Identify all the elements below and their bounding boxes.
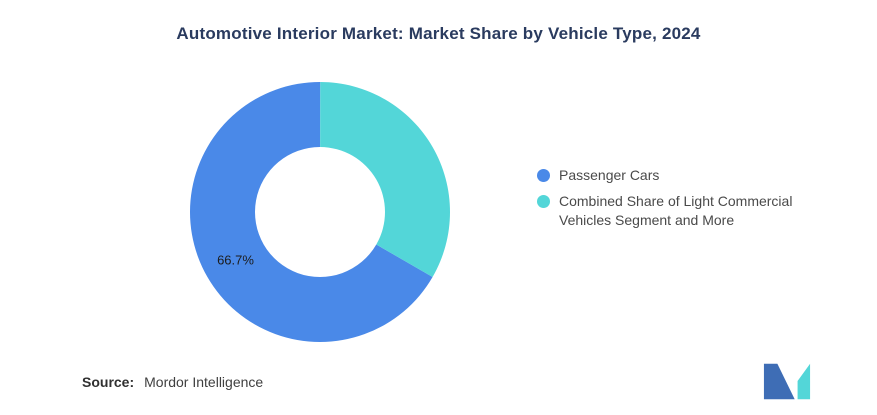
logo-blue-shape xyxy=(763,363,795,400)
donut-chart: 66.7% xyxy=(189,81,450,342)
source-value: Mordor Intelligence xyxy=(144,374,264,390)
legend-marker-light-commercial xyxy=(537,195,550,208)
source-label: Source: xyxy=(82,374,135,390)
mordor-intelligence-logo xyxy=(763,363,811,400)
slice-data-label-0: 66.7% xyxy=(217,253,254,268)
legend-item-passenger-cars[interactable]: Passenger Cars xyxy=(537,166,811,185)
legend-label: Combined Share of Light Commercial Vehic… xyxy=(559,193,793,228)
legend-item-light-commercial[interactable]: Combined Share of Light Commercial Vehic… xyxy=(537,192,811,230)
logo-teal-shape xyxy=(797,363,811,400)
legend-label: Passenger Cars xyxy=(559,167,660,183)
chart-legend: Passenger Cars Combined Share of Light C… xyxy=(537,166,811,230)
source-line: Source: Mordor Intelligence xyxy=(82,374,263,390)
donut-slice-1[interactable] xyxy=(320,82,450,277)
donut-slice-0[interactable] xyxy=(189,81,433,342)
legend-marker-passenger-cars xyxy=(537,169,550,182)
chart-title: Automotive Interior Market: Market Share… xyxy=(176,24,701,43)
